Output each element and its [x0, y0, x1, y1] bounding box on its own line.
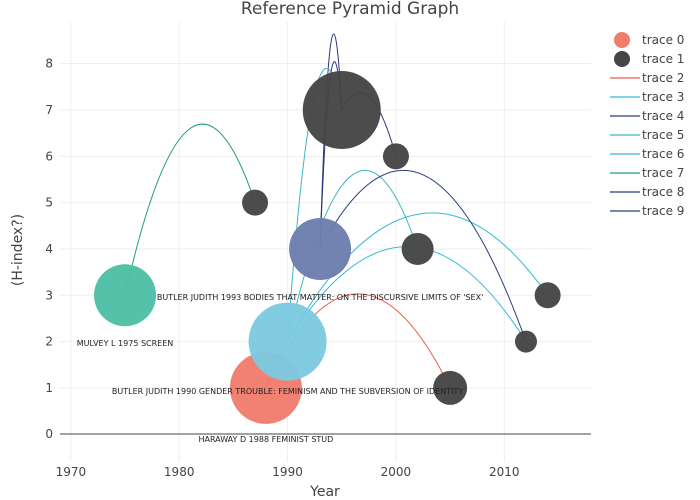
legend-item[interactable]: trace 6 — [610, 147, 684, 161]
bubble-marker[interactable] — [242, 189, 269, 216]
legend-label: trace 5 — [642, 128, 684, 142]
legend-item[interactable]: trace 2 — [610, 71, 684, 85]
x-tick-label: 1980 — [164, 465, 195, 479]
legend-label: trace 1 — [642, 52, 684, 66]
bubble-marker[interactable] — [401, 232, 434, 265]
legend-item[interactable]: trace 0 — [614, 32, 684, 48]
grid — [60, 22, 591, 462]
legend-item[interactable]: trace 4 — [610, 109, 684, 123]
bubble-marker[interactable] — [94, 264, 157, 327]
x-tick-labels: 1970 1980 1990 2000 2010 — [56, 465, 520, 479]
x-tick-label: 1970 — [56, 465, 87, 479]
y-tick-label: 5 — [45, 196, 53, 210]
legend-item[interactable]: trace 7 — [610, 166, 684, 180]
bubble-marker[interactable] — [382, 143, 409, 170]
y-tick-label: 7 — [45, 103, 53, 117]
legend-label: trace 7 — [642, 166, 684, 180]
legend-label: trace 4 — [642, 109, 684, 123]
legend-label: trace 2 — [642, 71, 684, 85]
legend-label: trace 6 — [642, 147, 684, 161]
legend-item[interactable]: trace 1 — [614, 51, 684, 67]
legend-item[interactable]: trace 8 — [610, 185, 684, 199]
legend-item[interactable]: trace 3 — [610, 90, 684, 104]
y-tick-label: 2 — [45, 335, 53, 349]
arc-line — [319, 170, 527, 342]
reference-annotation: HARAWAY D 1988 FEMINIST STUD — [198, 435, 333, 444]
legend-label: trace 9 — [642, 204, 684, 218]
annotation-layer: BUTLER JUDITH 1993 BODIES THAT MATTER: O… — [77, 293, 484, 444]
bubble-marker[interactable] — [248, 302, 327, 381]
arc-line — [319, 33, 343, 249]
y-tick-labels: 0 1 2 3 4 5 6 7 8 — [45, 57, 53, 442]
legend-item[interactable]: trace 5 — [610, 128, 684, 142]
legend-label: trace 3 — [642, 90, 684, 104]
legend-label: trace 0 — [642, 33, 684, 47]
reference-annotation: BUTLER JUDITH 1990 GENDER TROUBLE: FEMIN… — [112, 387, 463, 396]
x-axis-title: Year — [309, 484, 340, 500]
bubble-marker[interactable] — [534, 282, 561, 309]
y-tick-label: 3 — [45, 288, 53, 302]
y-tick-label: 4 — [45, 242, 53, 256]
legend[interactable]: trace 0 trace 1 trace 2 trace 3 trace 4 trace… — [610, 32, 684, 218]
legend-marker-icon — [614, 32, 630, 48]
legend-marker-icon — [614, 51, 630, 67]
y-tick-label: 8 — [45, 57, 53, 71]
arc-line — [124, 123, 256, 296]
legend-label: trace 8 — [642, 185, 684, 199]
arc-line — [287, 212, 549, 342]
reference-annotation: BUTLER JUDITH 1993 BODIES THAT MATTER: O… — [157, 293, 483, 302]
y-axis-title: (H-index?) — [10, 214, 26, 286]
x-tick-label: 1990 — [272, 465, 303, 479]
y-tick-label: 0 — [45, 427, 53, 441]
bubble-marker[interactable] — [289, 217, 352, 280]
legend-item[interactable]: trace 9 — [610, 204, 684, 218]
x-tick-label: 2000 — [381, 465, 412, 479]
bubble-layer — [94, 71, 561, 424]
y-tick-label: 1 — [45, 381, 53, 395]
x-tick-label: 2010 — [489, 465, 520, 479]
reference-annotation: MULVEY L 1975 SCREEN — [77, 339, 174, 348]
y-tick-label: 6 — [45, 149, 53, 163]
bubble-marker[interactable] — [514, 330, 537, 353]
chart-title: Reference Pyramid Graph — [241, 0, 459, 19]
bubble-marker[interactable] — [302, 71, 381, 149]
bubble-marker[interactable] — [433, 370, 468, 405]
